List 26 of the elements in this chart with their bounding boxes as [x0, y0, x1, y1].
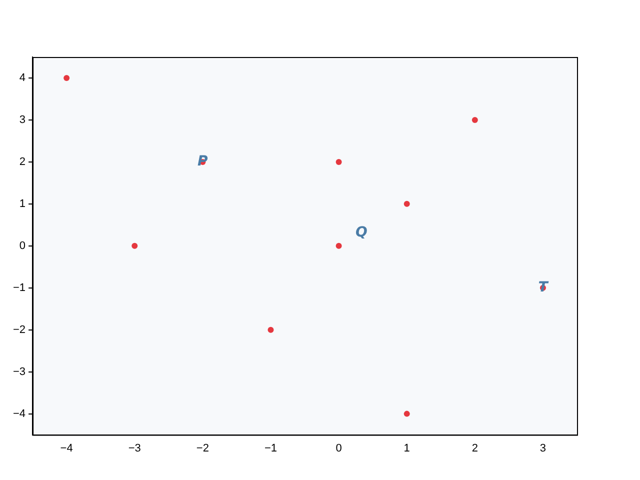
- y-tick-label: −4: [12, 408, 26, 420]
- point: [64, 74, 70, 81]
- x-tick-label: −4: [60, 442, 73, 454]
- y-tick-label: 4: [19, 72, 26, 84]
- y-tick-label: 1: [19, 198, 26, 210]
- x-tick-label: 0: [336, 442, 342, 454]
- x-tick-label: 2: [472, 442, 478, 454]
- y-tick-label: −1: [12, 282, 26, 294]
- x-tick-label: −1: [264, 442, 278, 454]
- x-tick-label: 1: [404, 442, 410, 454]
- y-tick-label: −3: [12, 366, 26, 378]
- annotation: Q: [355, 224, 368, 240]
- x-tick-label: −2: [196, 442, 209, 454]
- y-tick-label: 3: [19, 114, 26, 126]
- y-tick-label: −2: [12, 324, 26, 336]
- point: [404, 200, 410, 207]
- y-tick-label: 0: [19, 240, 26, 252]
- x-tick-label: −3: [128, 442, 141, 454]
- x-tick-label: 3: [540, 442, 546, 454]
- point: [472, 116, 478, 123]
- point: [336, 242, 342, 249]
- point: [132, 242, 138, 249]
- y-tick-label: 2: [19, 156, 26, 168]
- point: [404, 410, 410, 417]
- point: [268, 326, 274, 333]
- point: [336, 158, 342, 165]
